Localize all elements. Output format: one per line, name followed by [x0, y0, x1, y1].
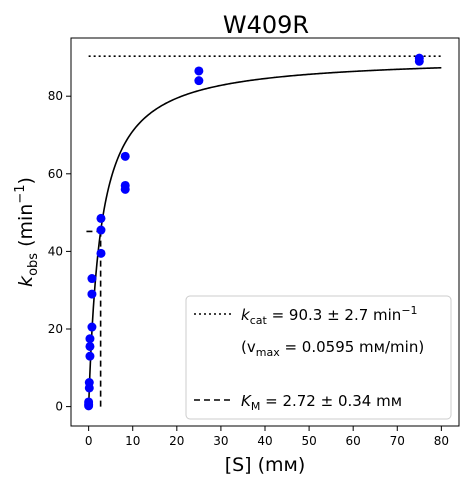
y-axis-label: kobs (min−1) — [13, 177, 41, 287]
data-point — [85, 334, 95, 344]
x-tick-label: 50 — [301, 434, 316, 448]
y-tick-label: 80 — [48, 89, 63, 103]
x-tick-label: 30 — [213, 434, 228, 448]
fit-curve — [87, 66, 442, 407]
data-point — [85, 341, 95, 351]
chart-title: W409R — [223, 11, 309, 39]
data-point — [194, 66, 204, 76]
data-point — [194, 76, 204, 86]
data-points — [84, 53, 424, 411]
legend-kcat-label: kcat = 90.3 ± 2.7 min−1 — [241, 304, 418, 327]
data-point — [120, 151, 130, 161]
x-tick-label: 10 — [125, 434, 140, 448]
legend-km-label: KM = 2.72 ± 0.34 mᴍ — [241, 392, 402, 413]
y-axis-ticks: 0 20 40 60 80 — [48, 89, 71, 414]
y-tick-label: 60 — [48, 167, 63, 181]
legend-vmax-label: (vmax = 0.0595 mᴍ/min) — [241, 338, 424, 359]
data-point — [96, 213, 106, 223]
x-axis-label: [S] (mᴍ) — [225, 454, 306, 476]
y-tick-label: 0 — [55, 400, 63, 414]
x-axis-ticks: 0 10 20 30 40 50 60 70 80 — [85, 426, 449, 448]
x-tick-label: 40 — [257, 434, 272, 448]
data-point — [87, 322, 97, 332]
data-point — [87, 274, 97, 284]
y-tick-label: 40 — [48, 244, 63, 258]
x-tick-label: 60 — [346, 434, 361, 448]
x-tick-label: 80 — [434, 434, 449, 448]
data-point — [85, 351, 95, 361]
x-tick-label: 70 — [390, 434, 405, 448]
legend: kcat = 90.3 ± 2.7 min−1 (vmax = 0.0595 m… — [185, 295, 452, 420]
plot-area — [84, 53, 442, 411]
data-point — [87, 289, 97, 299]
data-point — [414, 53, 424, 63]
y-tick-label: 20 — [48, 322, 63, 336]
legend-box — [185, 295, 452, 420]
x-tick-label: 0 — [85, 434, 93, 448]
x-tick-label: 20 — [169, 434, 184, 448]
data-point — [96, 248, 106, 258]
data-point — [84, 378, 94, 388]
data-point — [84, 397, 94, 407]
data-point — [120, 180, 130, 190]
data-point — [96, 225, 106, 235]
